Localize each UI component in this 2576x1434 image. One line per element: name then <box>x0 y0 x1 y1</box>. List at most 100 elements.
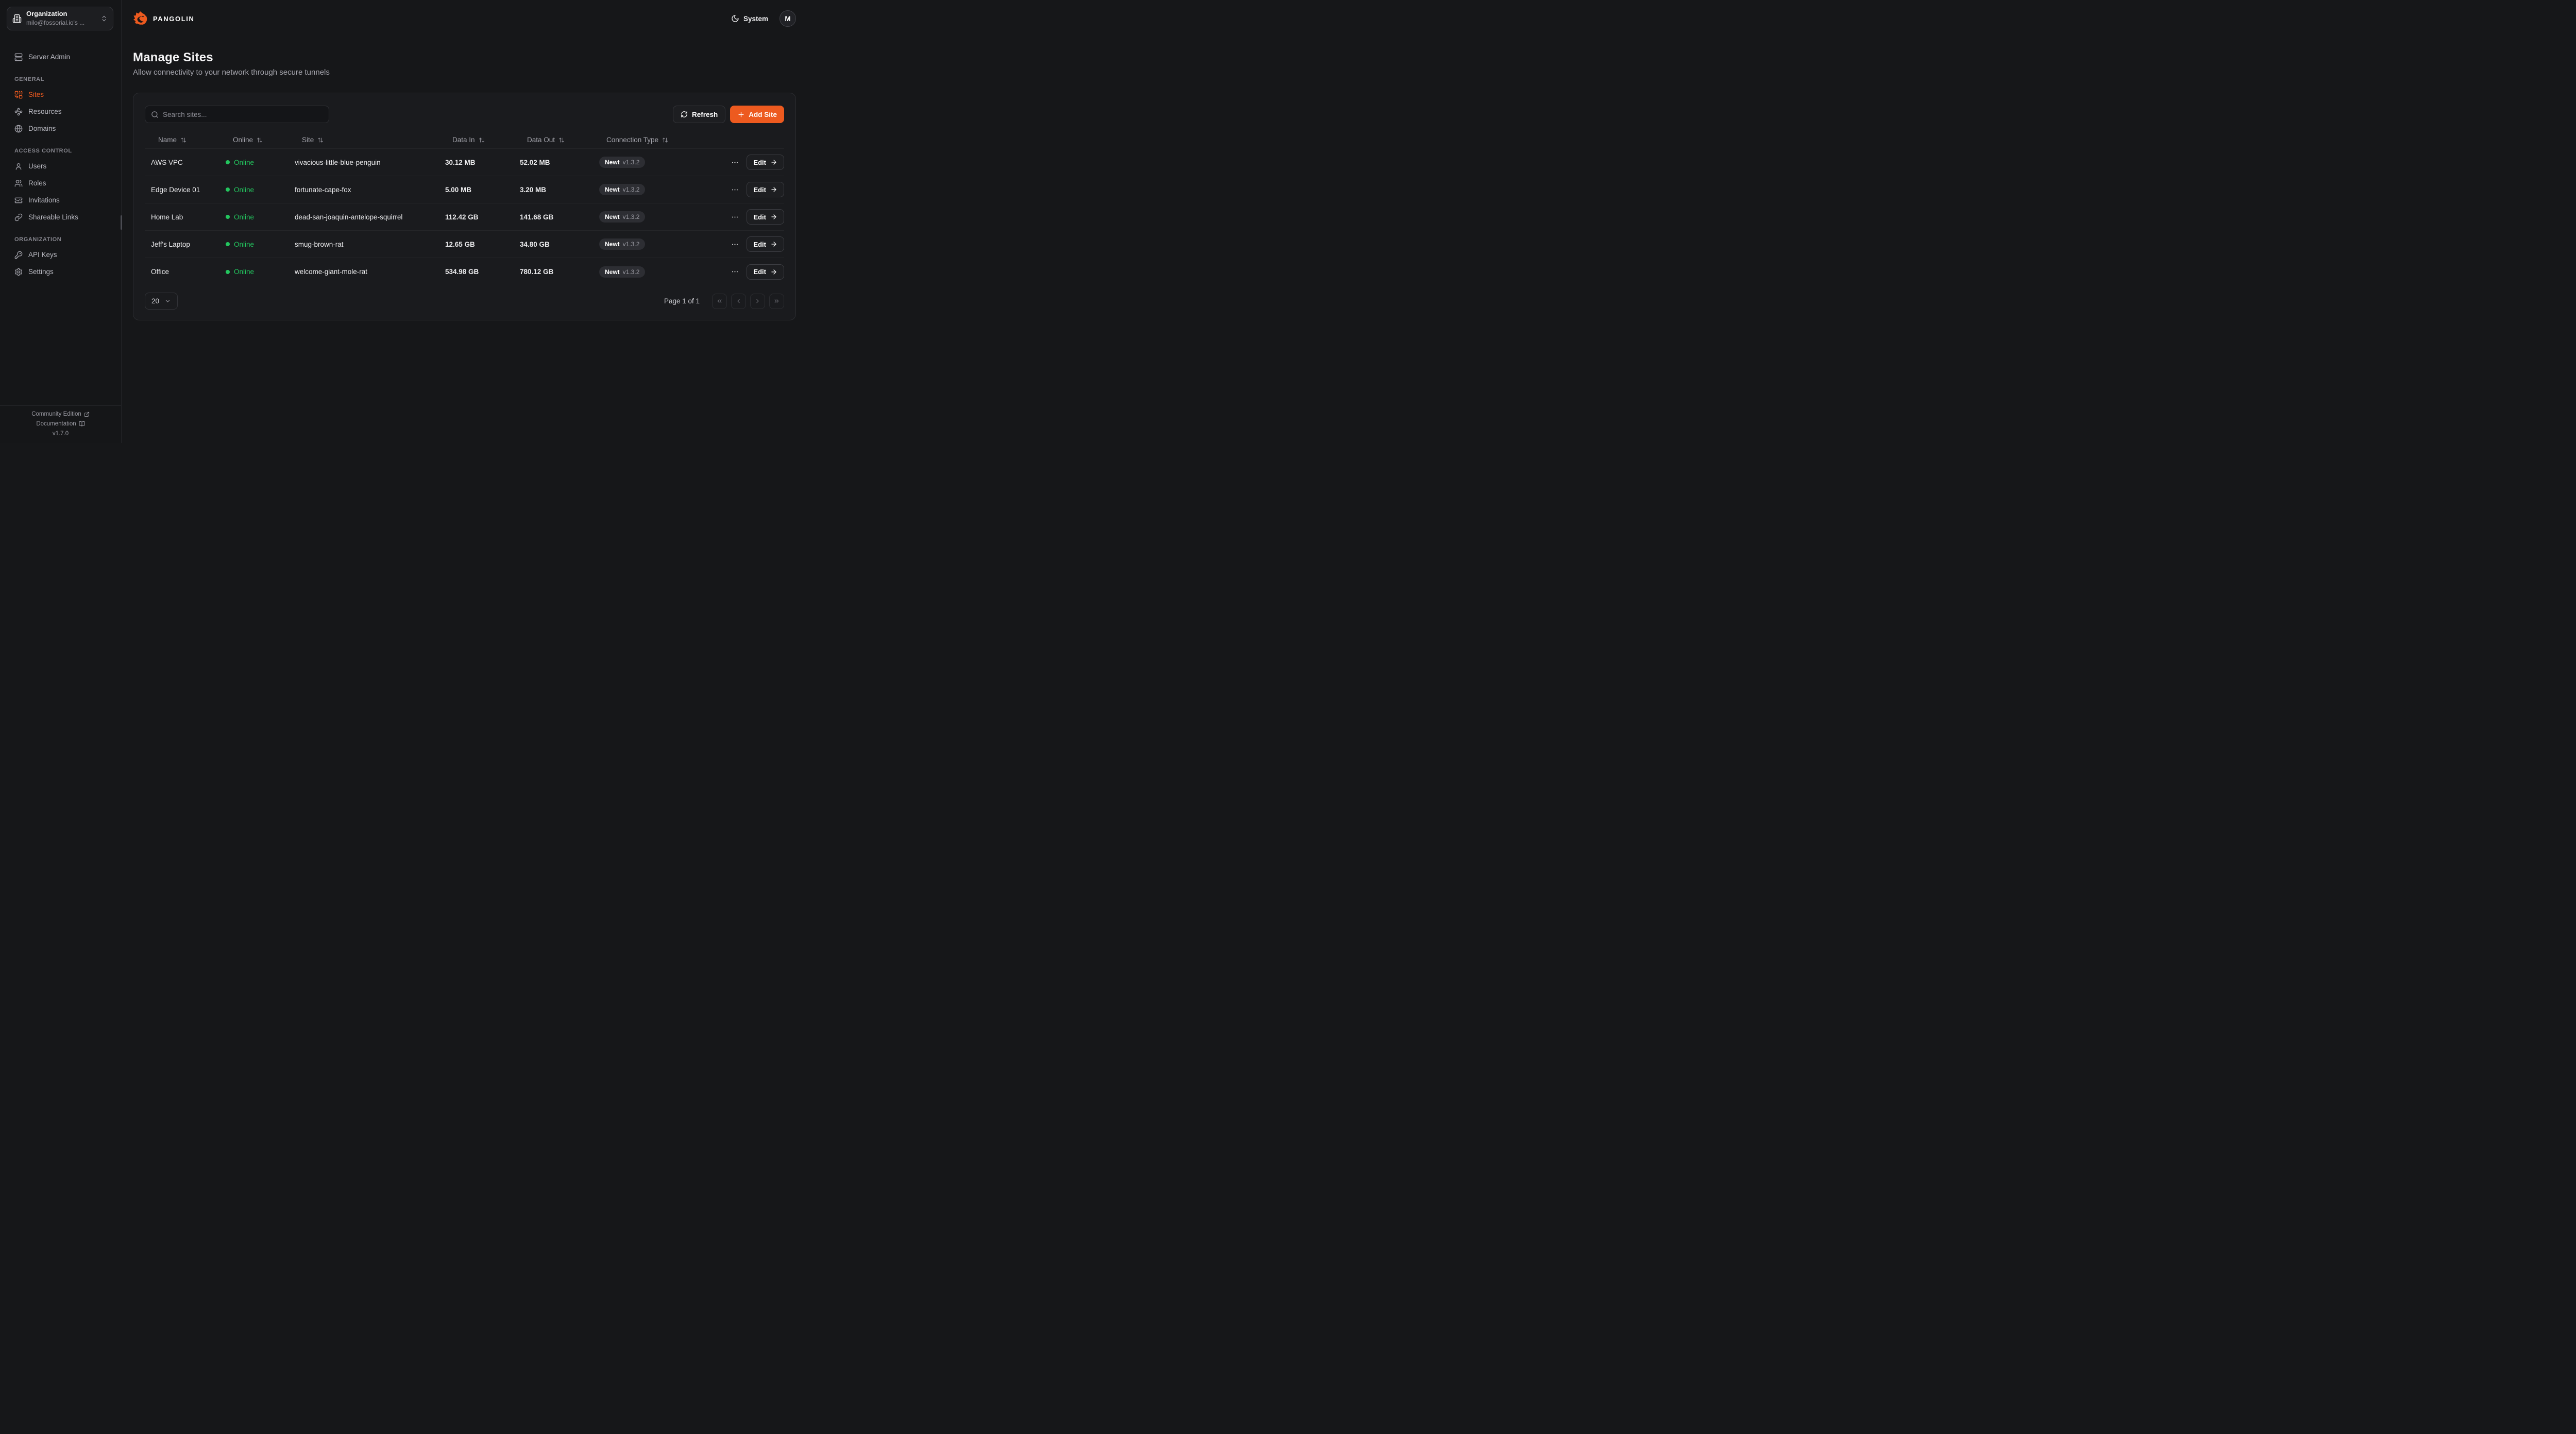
sort-name-header[interactable]: Name <box>145 136 187 144</box>
theme-toggle[interactable]: System <box>731 14 768 23</box>
site-name: Edge Device 01 <box>151 185 200 194</box>
row-menu-button[interactable] <box>731 182 739 197</box>
sidebar-item-shareable-links[interactable]: Shareable Links <box>8 209 113 226</box>
row-actions: Edit <box>714 209 784 225</box>
user-icon <box>14 162 23 170</box>
connection-badge: Newt v1.3.2 <box>599 157 646 168</box>
sidebar-item-server-admin[interactable]: Server Admin <box>8 48 113 65</box>
search-icon <box>151 111 159 118</box>
sort-data-out-header[interactable]: Data Out <box>514 136 565 144</box>
table-row: Home Lab Online dead-san-joaquin-antelop… <box>145 203 784 231</box>
org-switcher[interactable]: Organization milo@fossorial.io's ... <box>7 7 113 30</box>
data-in-value: 12.65 GB <box>445 240 475 248</box>
user-avatar[interactable]: M <box>779 10 796 27</box>
site-status: Online <box>219 159 289 166</box>
data-in-value: 5.00 MB <box>445 185 472 194</box>
arrow-right-icon <box>770 268 777 276</box>
server-icon <box>14 53 23 61</box>
sidebar-item-roles[interactable]: Roles <box>8 175 113 192</box>
moon-icon <box>731 14 739 23</box>
refresh-button[interactable]: Refresh <box>672 106 726 123</box>
link-icon <box>14 213 23 221</box>
data-in-value: 112.42 GB <box>445 213 479 221</box>
page-header: Manage Sites Allow connectivity to your … <box>122 37 808 77</box>
next-page-button[interactable] <box>750 293 765 309</box>
edit-button[interactable]: Edit <box>747 209 784 225</box>
edit-button[interactable]: Edit <box>747 182 784 197</box>
sidebar-resize-handle[interactable] <box>121 215 122 230</box>
main-content: PANGOLIN System M Manage Sites Allow con… <box>122 0 808 443</box>
data-out-value: 780.12 GB <box>520 268 554 276</box>
sidebar-footer: Community Edition Documentation v1.7.0 <box>0 405 121 443</box>
sites-table: Name Online Site Data In Data Out Connec… <box>145 131 784 285</box>
sort-icon <box>479 137 485 143</box>
sidebar-item-label: Roles <box>28 179 46 187</box>
sort-icon <box>558 137 565 143</box>
table-row: Office Online welcome-giant-mole-rat 534… <box>145 258 784 285</box>
prev-page-button[interactable] <box>731 293 746 309</box>
documentation-link[interactable]: Documentation <box>36 421 85 427</box>
sidebar-item-label: API Keys <box>28 251 57 259</box>
sidebar-item-resources[interactable]: Resources <box>8 103 113 120</box>
refresh-icon <box>681 111 688 118</box>
topbar: PANGOLIN System M <box>122 0 808 37</box>
table-row: Jeff's Laptop Online smug-brown-rat 12.6… <box>145 231 784 258</box>
sidebar-item-api-keys[interactable]: API Keys <box>8 246 113 263</box>
sort-data-in-header[interactable]: Data In <box>439 136 485 144</box>
data-out-value: 3.20 MB <box>520 185 547 194</box>
chevrons-up-down-icon <box>100 15 108 22</box>
sidebar-item-settings[interactable]: Settings <box>8 263 113 280</box>
site-name: Home Lab <box>151 213 183 221</box>
theme-label: System <box>743 14 768 23</box>
sidebar-item-label: Domains <box>28 125 56 132</box>
sort-site-header[interactable]: Site <box>289 136 324 144</box>
last-page-button[interactable] <box>769 293 784 309</box>
sidebar-item-label: Resources <box>28 108 62 115</box>
row-menu-button[interactable] <box>731 236 739 252</box>
page-info: Page 1 of 1 <box>664 297 700 305</box>
row-menu-button[interactable] <box>731 155 739 170</box>
connection-badge: Newt v1.3.2 <box>599 266 646 278</box>
sort-icon <box>662 137 668 143</box>
row-menu-button[interactable] <box>731 264 739 280</box>
data-in-value: 30.12 MB <box>445 158 476 166</box>
row-menu-button[interactable] <box>731 209 739 225</box>
site-slug: welcome-giant-mole-rat <box>295 268 368 276</box>
row-actions: Edit <box>714 182 784 197</box>
combine-icon <box>14 91 23 99</box>
waypoints-icon <box>14 108 23 116</box>
site-name: Jeff's Laptop <box>151 240 190 248</box>
sidebar-item-invitations[interactable]: Invitations <box>8 192 113 209</box>
sidebar-item-users[interactable]: Users <box>8 158 113 175</box>
edit-button[interactable]: Edit <box>747 236 784 252</box>
page-size-select[interactable]: 20 <box>145 293 178 310</box>
sort-connection-type-header[interactable]: Connection Type <box>593 136 668 144</box>
connection-type-cell: Newt v1.3.2 <box>593 211 714 223</box>
section-label-access-control: ACCESS CONTROL <box>14 148 72 154</box>
sidebar-item-sites[interactable]: Sites <box>8 86 113 103</box>
online-dot-icon <box>226 187 230 192</box>
row-actions: Edit <box>714 264 784 280</box>
first-page-button[interactable] <box>712 293 727 309</box>
arrow-right-icon <box>770 241 777 248</box>
building-icon <box>12 14 22 23</box>
data-in-value: 534.98 GB <box>445 268 479 276</box>
app-version: v1.7.0 <box>52 431 69 437</box>
sidebar-item-domains[interactable]: Domains <box>8 120 113 137</box>
site-status: Online <box>219 186 289 194</box>
sort-online-header[interactable]: Online <box>219 136 263 144</box>
site-slug: smug-brown-rat <box>295 240 344 248</box>
page-title: Manage Sites <box>133 50 213 64</box>
section-label-general: GENERAL <box>14 76 44 82</box>
connection-type-cell: Newt v1.3.2 <box>593 266 714 278</box>
add-site-button[interactable]: Add Site <box>730 106 784 123</box>
sidebar-item-label: Sites <box>28 91 44 98</box>
brand-logo[interactable]: PANGOLIN <box>133 11 194 26</box>
row-actions: Edit <box>714 155 784 170</box>
edit-button[interactable]: Edit <box>747 264 784 280</box>
community-edition-link[interactable]: Community Edition <box>31 411 90 417</box>
search-input[interactable] <box>163 110 323 118</box>
edit-button[interactable]: Edit <box>747 155 784 170</box>
online-dot-icon <box>226 269 230 274</box>
plus-icon <box>737 111 745 118</box>
